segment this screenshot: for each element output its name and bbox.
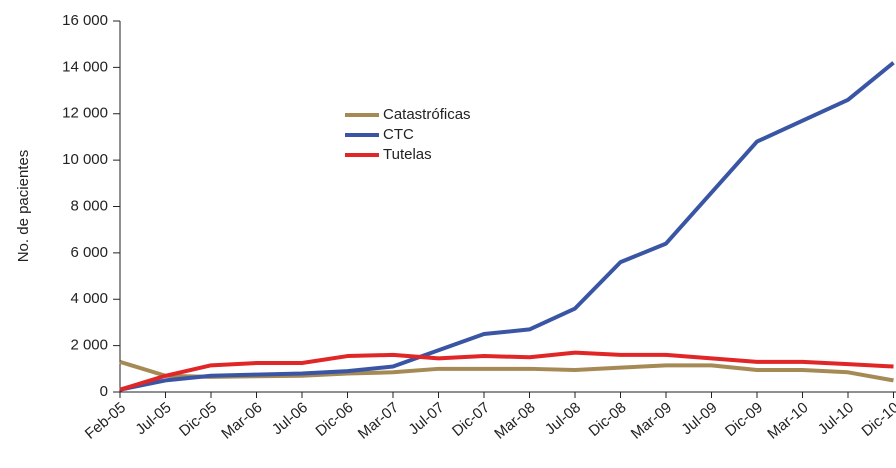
x-tick-label: Jul-10	[815, 399, 857, 438]
x-tick-label: Dic-10	[858, 399, 896, 440]
x-tick-label: Jul-09	[678, 399, 720, 438]
x-tick-label: Mar-10	[764, 399, 811, 443]
x-tick-label: Jul-05	[132, 399, 174, 438]
x-tick-label: Dic-06	[312, 399, 356, 440]
y-tick-label: 4 000	[70, 290, 108, 307]
legend-label: CTC	[383, 126, 414, 143]
y-tick-label: 14 000	[62, 58, 108, 75]
x-tick-label: Jul-08	[542, 399, 584, 438]
x-tick-label: Mar-07	[355, 399, 402, 443]
y-tick-label: 12 000	[62, 105, 108, 122]
x-tick-label: Mar-06	[218, 399, 265, 443]
x-tick-label: Jul-07	[405, 399, 447, 438]
legend-label: Tutelas	[383, 146, 432, 163]
series-line	[119, 350, 894, 392]
legend-label: Catastróficas	[383, 106, 471, 123]
x-tick-label: Mar-09	[628, 399, 675, 443]
y-axis-label: No. de pacientes	[15, 150, 32, 263]
x-tick-label: Jul-06	[269, 399, 311, 438]
x-tick-label: Dic-08	[585, 399, 629, 440]
x-tick-label: Feb-05	[82, 399, 129, 443]
x-tick-label: Dic-05	[176, 399, 220, 440]
series-line	[119, 61, 895, 392]
y-tick-label: 0	[100, 383, 108, 400]
x-tick-label: Mar-08	[491, 399, 538, 443]
y-tick-label: 10 000	[62, 151, 108, 168]
y-tick-label: 16 000	[62, 12, 108, 29]
x-tick-label: Dic-07	[449, 399, 493, 440]
y-tick-label: 8 000	[70, 197, 108, 214]
x-tick-label: Dic-09	[722, 399, 766, 440]
y-tick-label: 2 000	[70, 337, 108, 354]
y-tick-label: 6 000	[70, 244, 108, 261]
